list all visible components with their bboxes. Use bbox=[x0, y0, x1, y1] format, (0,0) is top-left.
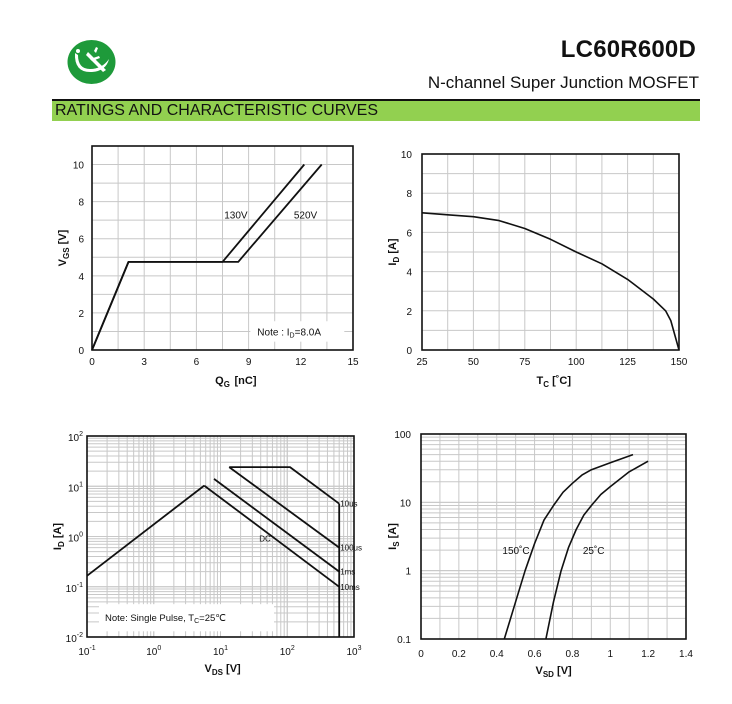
drain-current-temp-chart: 25 50 75 100 125 150 0 2 4 6 8 10 TC [˚C] ID [A] bbox=[387, 150, 688, 389]
svg-text:9: 9 bbox=[246, 357, 252, 368]
part-number: LC60R600D bbox=[560, 36, 696, 63]
svg-text:ID [A]: ID [A] bbox=[52, 523, 66, 551]
svg-text:TC [˚C]: TC [˚C] bbox=[537, 375, 572, 389]
svg-text:0.8: 0.8 bbox=[565, 649, 579, 660]
svg-text:103: 103 bbox=[346, 645, 361, 658]
header-rule bbox=[52, 99, 700, 101]
svg-text:150: 150 bbox=[671, 357, 688, 368]
svg-text:0: 0 bbox=[78, 346, 84, 357]
svg-text:8: 8 bbox=[78, 198, 84, 209]
svg-text:101: 101 bbox=[213, 645, 228, 658]
svg-text:4: 4 bbox=[406, 268, 412, 279]
svg-text:75: 75 bbox=[519, 357, 531, 368]
svg-text:0: 0 bbox=[418, 649, 424, 660]
svg-text:Note : ID=8.0A: Note : ID=8.0A bbox=[257, 327, 321, 339]
svg-text:Note: Single Pulse, TC=25℃: Note: Single Pulse, TC=25℃ bbox=[105, 613, 226, 625]
svg-text:25: 25 bbox=[416, 357, 428, 368]
svg-text:3: 3 bbox=[141, 357, 147, 368]
svg-text:6: 6 bbox=[194, 357, 200, 368]
svg-text:10-1: 10-1 bbox=[78, 645, 95, 658]
svg-text:10ms: 10ms bbox=[340, 583, 360, 592]
svg-text:1ms: 1ms bbox=[340, 568, 355, 577]
svg-text:150˚C: 150˚C bbox=[502, 545, 529, 557]
svg-text:10-2: 10-2 bbox=[66, 632, 83, 645]
svg-text:10: 10 bbox=[400, 498, 412, 509]
svg-text:0: 0 bbox=[89, 357, 95, 368]
svg-text:IS [A]: IS [A] bbox=[387, 523, 401, 550]
svg-text:0.4: 0.4 bbox=[490, 649, 504, 660]
svg-text:100: 100 bbox=[568, 357, 585, 368]
svg-text:VDS [V]: VDS [V] bbox=[205, 663, 242, 677]
svg-text:10-1: 10-1 bbox=[66, 582, 83, 595]
svg-text:0.1: 0.1 bbox=[397, 635, 411, 646]
svg-text:100: 100 bbox=[68, 532, 83, 545]
svg-text:10us: 10us bbox=[340, 500, 357, 509]
svg-text:100: 100 bbox=[394, 430, 411, 441]
body-diode-chart: 0 0.2 0.4 0.6 0.8 1 1.2 1.4 0.1 1 10 100 150˚C 25˚C VS… bbox=[387, 430, 693, 679]
svg-text:0: 0 bbox=[406, 346, 412, 357]
svg-text:VGS [V]: VGS [V] bbox=[57, 229, 71, 266]
svg-text:2: 2 bbox=[78, 309, 84, 320]
svg-text:125: 125 bbox=[619, 357, 636, 368]
svg-text:100: 100 bbox=[146, 645, 161, 658]
svg-text:0.2: 0.2 bbox=[452, 649, 466, 660]
svg-text:130V: 130V bbox=[224, 211, 248, 222]
svg-text:0.6: 0.6 bbox=[528, 649, 542, 660]
svg-text:520V: 520V bbox=[294, 211, 318, 222]
svg-text:100us: 100us bbox=[340, 544, 362, 553]
svg-text:12: 12 bbox=[295, 357, 307, 368]
svg-text:10: 10 bbox=[401, 150, 413, 161]
svg-text:102: 102 bbox=[68, 431, 83, 444]
svg-text:[nC]: [nC] bbox=[235, 375, 257, 387]
svg-text:6: 6 bbox=[406, 228, 412, 239]
svg-text:VSD [V]: VSD [V] bbox=[536, 665, 573, 679]
svg-text:50: 50 bbox=[468, 357, 480, 368]
svg-text:2: 2 bbox=[406, 307, 412, 318]
section-banner: RATINGS AND CHARACTERISTIC CURVES bbox=[52, 101, 700, 121]
svg-text:8: 8 bbox=[406, 189, 412, 200]
svg-text:QG: QG bbox=[215, 375, 230, 389]
safe-operating-area-chart: 10-1 100 101 102 10310-210-110010110210us100… bbox=[52, 431, 362, 677]
svg-text:102: 102 bbox=[280, 645, 295, 658]
svg-text:1: 1 bbox=[405, 567, 411, 578]
svg-text:1: 1 bbox=[608, 649, 614, 660]
company-logo-icon bbox=[67, 40, 116, 84]
svg-text:15: 15 bbox=[347, 357, 359, 368]
svg-text:1.4: 1.4 bbox=[679, 649, 693, 660]
svg-text:101: 101 bbox=[68, 481, 83, 494]
section-title: RATINGS AND CHARACTERISTIC CURVES bbox=[55, 102, 379, 119]
svg-text:1.2: 1.2 bbox=[641, 649, 655, 660]
svg-text:4: 4 bbox=[78, 272, 84, 283]
svg-text:DC: DC bbox=[259, 534, 271, 543]
device-subtitle: N-channel Super Junction MOSFET bbox=[427, 73, 699, 92]
svg-text:25˚C: 25˚C bbox=[583, 545, 605, 557]
svg-text:ID [A]: ID [A] bbox=[387, 238, 401, 266]
svg-text:10: 10 bbox=[73, 161, 85, 172]
svg-text:6: 6 bbox=[78, 235, 84, 246]
